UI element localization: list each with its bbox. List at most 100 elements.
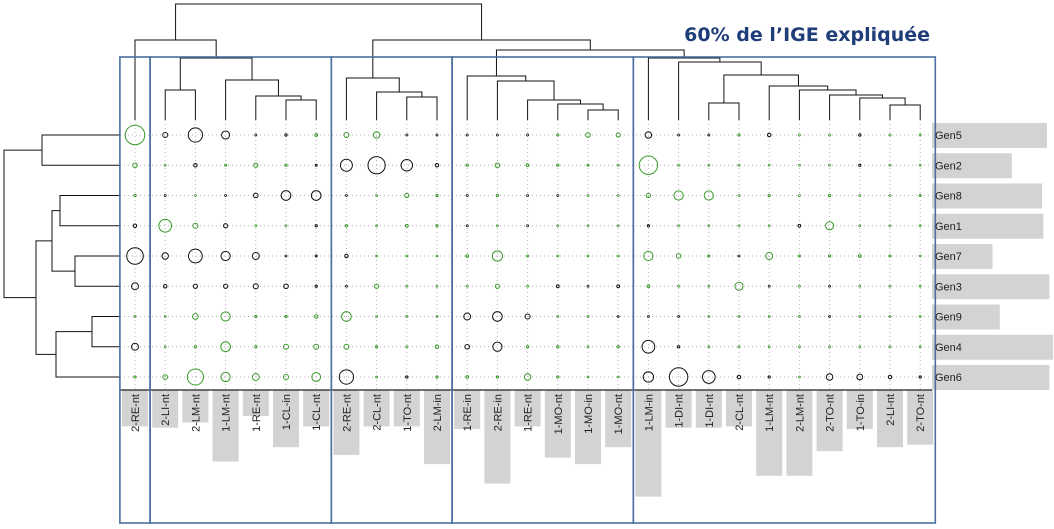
column-bar [424,390,450,465]
cell-circle-Gen5 [556,133,560,137]
column-label: 1-LM-in [643,394,655,431]
cell-circle-Gen6 [825,373,834,381]
cell-circle-Gen9 [737,315,741,318]
cell-circle-Gen1 [858,224,862,228]
column-bar [605,390,632,448]
cell-circle-Gen9 [828,315,831,318]
column-label: 2-LM-nt [794,394,806,432]
cell-circle-Gen3 [131,282,139,291]
column-dendrogram-branch [859,97,906,120]
column-label: 1-MO-nt [553,394,565,434]
cell-circle-Gen7 [465,254,470,258]
cell-circle-Gen3 [707,284,711,288]
column-bar [816,390,843,452]
cell-circle-Gen5 [314,133,319,137]
cell-circle-Gen3 [465,284,469,288]
column-dendrogram-branch [179,57,253,90]
cell-circle-Gen3 [798,284,801,288]
column-label: 2-LI-nt [885,394,897,426]
cell-circle-Gen6 [251,373,260,381]
cell-circle-Gen1 [677,224,680,228]
column-dendrogram-branch [587,109,619,120]
cell-circle-Gen8 [767,193,771,198]
row-bar-Gen6 [932,365,1050,390]
cell-circle-Gen8 [375,194,379,197]
column-dendrogram-branch [495,49,685,76]
cell-circle-Gen5 [766,132,772,138]
cell-circle-Gen4 [737,345,741,349]
cell-circle-Gen1 [158,218,173,233]
cell-circle-Gen1 [404,223,409,228]
cell-circle-Gen3 [283,283,289,290]
column-label: 1-RE-nt [523,394,535,432]
column-bar-group [122,390,934,497]
cell-circle-Gen7 [737,254,741,258]
cell-circle-Gen9 [375,315,379,318]
cell-circle-Gen3 [405,284,409,288]
cell-circle-Gen8 [344,194,348,197]
column-bar [273,390,299,448]
cell-circle-Gen6 [282,373,290,381]
cell-circle-Gen5 [644,131,653,139]
cell-circle-Gen5 [918,133,922,137]
column-bar [877,390,903,448]
cell-circle-Gen1 [465,224,469,228]
cell-circle-Gen9 [798,315,801,318]
cell-circle-Gen8 [404,192,410,199]
cell-circle-Gen4 [405,345,409,349]
group-frame-group [119,56,937,524]
cell-circle-Gen3 [616,284,621,289]
column-label: 2-RE-in [492,394,504,431]
column-label: 2-CL-nt [372,394,384,431]
cell-circle-Gen9 [616,315,620,318]
row-dendrogram-branch [51,210,75,272]
cell-circle-Gen5 [798,133,801,137]
cell-circle-Gen6 [887,374,893,380]
cell-circle-Gen2 [556,163,560,167]
cell-circle-Gen3 [555,284,560,289]
cell-circle-Gen9 [707,315,711,318]
cell-circle-Gen9 [463,312,472,321]
cell-circle-Gen4 [374,345,379,349]
cell-circle-Gen7 [435,254,439,258]
cell-circle-Gen5 [526,133,529,137]
cell-circle-Gen6 [616,375,620,379]
cell-circle-Gen8 [737,194,741,197]
row-label: Gen3 [935,281,962,293]
row-bar-Gen7 [932,244,993,269]
cell-circle-Gen2 [586,163,590,167]
column-dendrogram-branch [557,103,604,120]
cell-circle-Gen8 [645,192,651,199]
column-label: 1-RE-nt [251,394,263,432]
cell-circle-Gen2 [434,163,440,168]
cell-circle-Gen5 [187,127,204,143]
cell-circle-Gen7 [126,247,144,265]
cell-circle-Gen8 [673,190,684,201]
cell-circle-Gen4 [767,345,771,349]
cell-circle-Gen1 [284,224,288,228]
cell-circle-Gen9 [858,315,862,318]
column-label: 2-TO-nt [825,394,837,432]
column-label: 1-DI-nt [674,394,686,428]
chart-title: 60% de l’IGE expliquée [684,24,930,46]
column-bar [514,390,541,427]
cell-circle-Gen4 [798,345,801,349]
cell-circle-Gen1 [526,224,529,228]
cell-circle-Gen9 [586,315,590,318]
cell-circle-Gen6 [375,375,379,379]
cell-circle-Gen9 [163,315,167,318]
cell-circle-Gen7 [375,254,379,258]
cell-circle-Gen4 [556,345,560,349]
cell-circle-Gen1 [616,224,620,228]
row-dendrogram-branch [55,331,120,378]
cell-circle-Gen3 [314,284,318,288]
cell-circle-Gen8 [224,194,228,197]
row-dendrogram-branch [59,195,120,227]
cell-circle-Gen4 [676,345,681,349]
cell-circle-Gen2 [314,163,318,167]
cell-circle-Gen5 [405,133,409,137]
cell-circle-Gen7 [586,254,590,258]
row-dendrogram-branch [41,134,120,166]
column-label: 1-RE-in [462,394,474,431]
cell-circle-Gen2 [798,163,801,167]
